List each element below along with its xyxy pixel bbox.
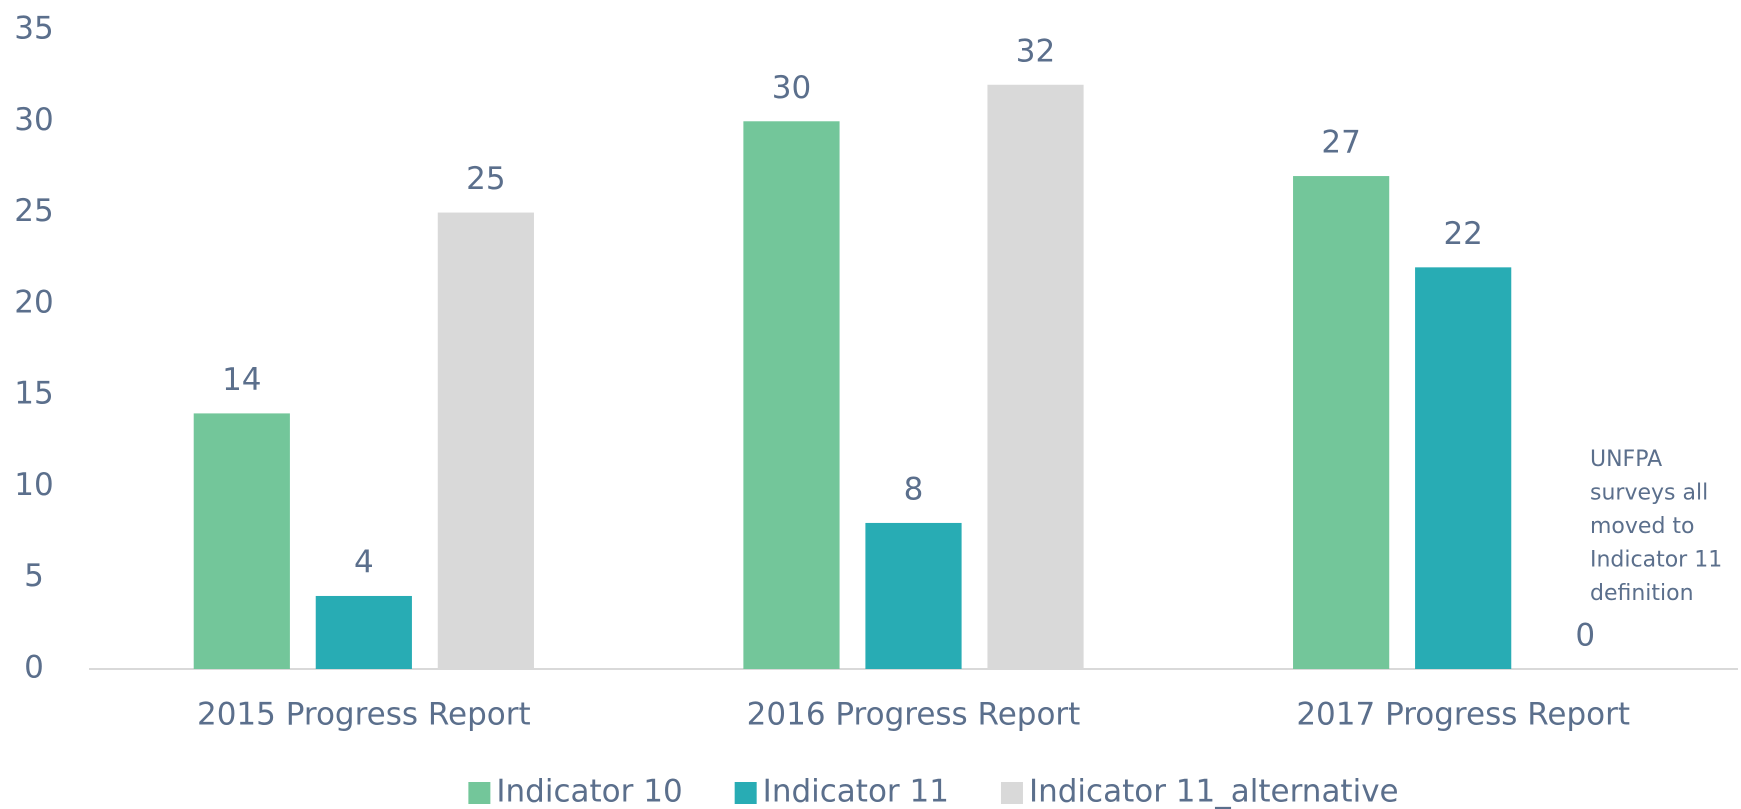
y-tick-label: 20 <box>14 284 53 320</box>
bar <box>987 84 1084 670</box>
bar <box>193 413 290 669</box>
data-label: 32 <box>1016 33 1055 69</box>
data-label: 14 <box>222 362 261 398</box>
annotation: Indicator 11 <box>1590 548 1722 573</box>
y-tick-label: 5 <box>24 558 44 594</box>
legend-swatch <box>468 782 491 804</box>
annotation: surveys all <box>1590 481 1708 506</box>
y-tick-label: 10 <box>14 467 53 503</box>
data-label: 22 <box>1443 216 1482 252</box>
bar <box>1293 176 1390 670</box>
y-tick-label: 35 <box>14 11 53 47</box>
bar <box>315 595 412 669</box>
annotation: moved to <box>1590 514 1695 539</box>
data-label: 4 <box>354 544 374 580</box>
y-tick-label: 15 <box>14 376 53 412</box>
data-label: 8 <box>904 471 924 507</box>
x-tick-label: 2015 Progress Report <box>197 697 531 733</box>
annotation: UNFPA <box>1590 447 1662 472</box>
legend-label: Indicator 11_alternative <box>1029 774 1399 809</box>
y-tick-label: 0 <box>24 650 44 686</box>
x-tick-label: 2016 Progress Report <box>747 697 1081 733</box>
bar <box>865 522 962 669</box>
bar <box>743 121 840 670</box>
data-label: 30 <box>772 70 811 106</box>
bar <box>1415 267 1512 669</box>
x-tick-label: 2017 Progress Report <box>1296 697 1630 733</box>
y-tick-label: 30 <box>14 102 53 138</box>
legend-swatch <box>734 782 757 804</box>
legend-label: Indicator 11 <box>763 774 949 809</box>
legend-label: Indicator 10 <box>496 774 682 809</box>
legend-swatch <box>1000 782 1023 804</box>
data-label: 25 <box>466 161 505 197</box>
data-label: 27 <box>1321 125 1360 161</box>
bar <box>437 212 534 670</box>
data-label: 0 <box>1575 618 1595 654</box>
annotation: definition <box>1590 581 1694 606</box>
y-tick-label: 25 <box>14 193 53 229</box>
